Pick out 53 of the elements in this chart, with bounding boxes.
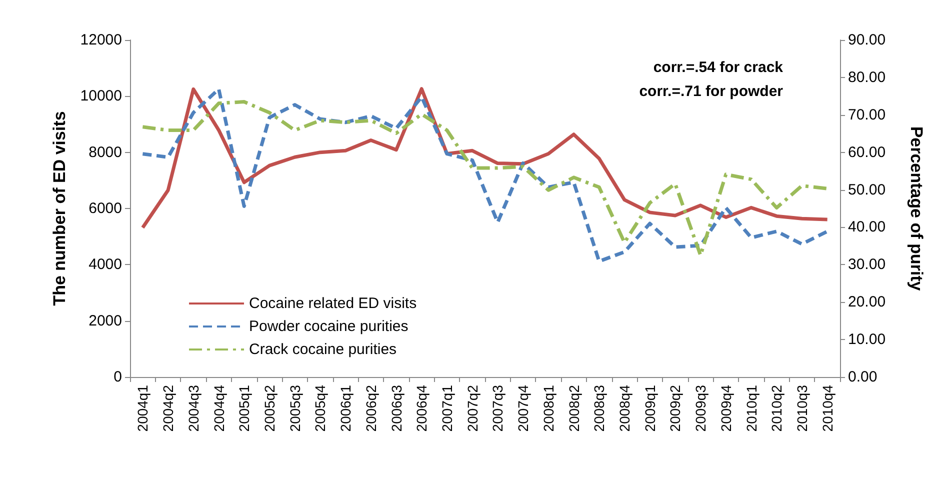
- x-tick-label: 2010q3: [794, 384, 810, 432]
- y-tick-label: 0: [114, 368, 122, 386]
- x-tick-label: 2010q4: [819, 384, 836, 432]
- y-tick-label: 4000: [88, 256, 122, 274]
- x-tick-label: 2006q4: [414, 384, 430, 432]
- y2-tick-label: 0.00: [848, 368, 878, 386]
- y-tick-label: 10000: [80, 88, 122, 105]
- x-tick-label: 2009q2: [667, 384, 684, 432]
- x-tick-label: 2005q1: [236, 384, 252, 432]
- x-tick-label: 2008q4: [616, 384, 632, 432]
- x-tick-label: 2009q3: [692, 384, 709, 432]
- x-tick-label: 2004q1: [134, 384, 151, 432]
- x-tick-label: 2005q4: [312, 384, 328, 432]
- x-tick-label: 2009q1: [642, 384, 658, 432]
- y2-tick-label: 90.00: [848, 32, 886, 48]
- annotation: corr.=.54 for crack: [653, 59, 784, 76]
- x-tick-label: 2004q2: [160, 384, 176, 432]
- y2-tick-label: 20.00: [848, 294, 886, 311]
- y-tick-label: 8000: [88, 144, 122, 161]
- x-tick-label: 2007q3: [490, 384, 506, 432]
- legend-label: Powder cocaine purities: [249, 318, 408, 335]
- x-tick-label: 2008q1: [540, 384, 556, 432]
- y2-tick-label: 50.00: [848, 181, 886, 198]
- x-tick-label: 2008q2: [566, 384, 582, 432]
- y2-tick-label: 70.00: [848, 106, 886, 124]
- legend-label: Cocaine related ED visits: [249, 295, 417, 312]
- y2-tick-label: 60.00: [848, 144, 886, 161]
- x-tick-label: 2007q4: [515, 384, 532, 432]
- x-tick-label: 2007q2: [464, 384, 480, 432]
- x-tick-label: 2006q2: [362, 384, 379, 432]
- x-tick-label: 2009q4: [718, 384, 734, 432]
- y-axis-title: The number of ED visits: [50, 111, 69, 306]
- y-tick-label: 6000: [88, 200, 122, 217]
- legend-label: Crack cocaine purities: [249, 341, 397, 358]
- y2-tick-label: 30.00: [848, 256, 886, 274]
- y2-tick-label: 10.00: [848, 331, 886, 348]
- x-tick-label: 2007q1: [438, 384, 455, 432]
- x-tick-label: 2004q3: [185, 384, 202, 432]
- x-tick-label: 2005q2: [261, 384, 278, 432]
- y2-tick-label: 40.00: [848, 218, 886, 236]
- x-tick-label: 2004q4: [210, 384, 227, 432]
- annotation: corr.=.71 for powder: [639, 83, 784, 100]
- line-series: [140, 87, 830, 230]
- x-tick-label: 2005q3: [286, 384, 303, 432]
- x-tick-label: 2006q1: [338, 384, 354, 432]
- x-tick-label: 2008q3: [591, 384, 608, 432]
- x-tick-label: 2010q1: [743, 384, 760, 432]
- x-tick-label: 2010q2: [768, 384, 785, 432]
- y-tick-label: 2000: [88, 312, 122, 330]
- x-tick-label: 2006q3: [388, 384, 404, 432]
- y2-tick-label: 80.00: [848, 68, 886, 86]
- y2-axis-title: Percentage of purity: [907, 126, 926, 292]
- y-tick-label: 12000: [80, 32, 122, 48]
